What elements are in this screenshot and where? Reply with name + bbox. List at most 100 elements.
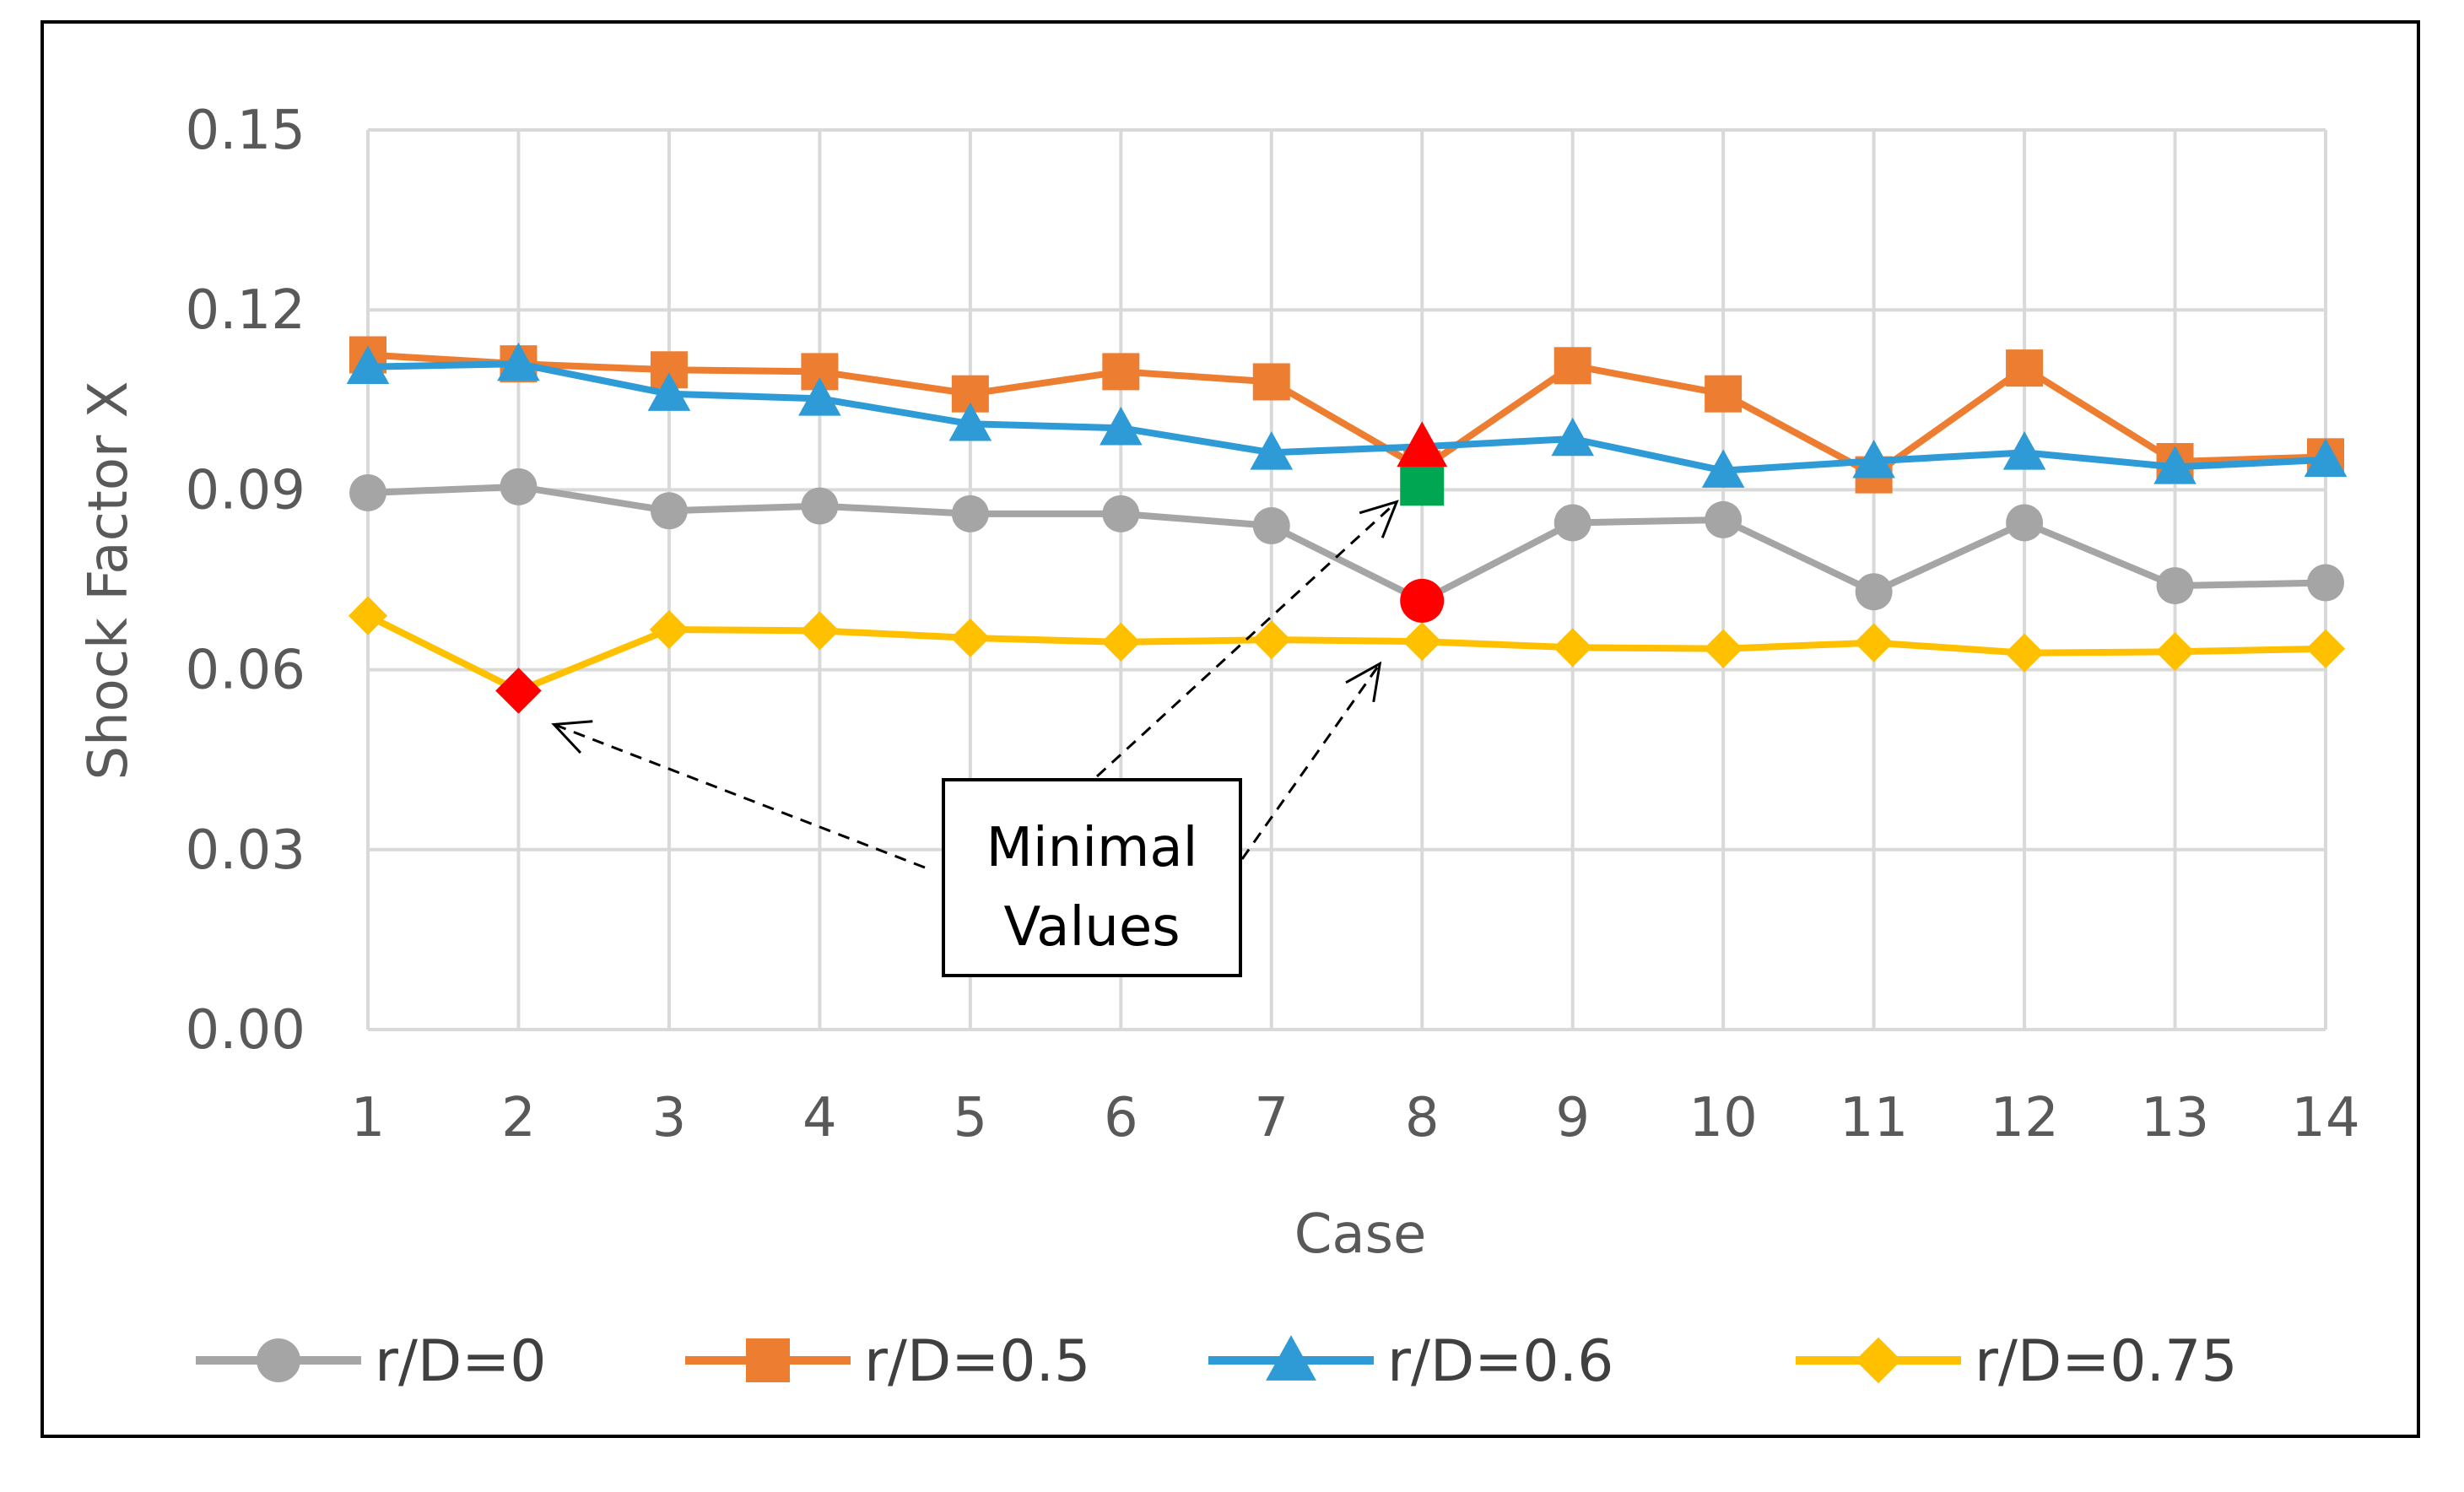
data-point [950, 618, 990, 658]
data-point [1554, 504, 1591, 542]
callout-box [942, 778, 1242, 977]
y-tick-label: 0.06 [186, 640, 306, 702]
data-point [1252, 507, 1290, 545]
series-line [367, 351, 2326, 478]
y-tick-label: 0.03 [186, 819, 306, 882]
minimal-value-marker [1400, 462, 1445, 506]
series-r/D=0.6 [346, 342, 2348, 488]
data-point [647, 372, 691, 411]
x-axis-title: Case [1294, 1203, 1427, 1266]
series-group [346, 336, 2348, 711]
data-point [348, 596, 388, 635]
x-tick-label: 7 [1254, 1087, 1289, 1149]
series-r/D=0.5 [349, 336, 2344, 494]
legend-marker [1855, 1337, 1902, 1384]
legend-marker [746, 1338, 790, 1382]
data-point [801, 487, 839, 525]
data-point [1402, 622, 1442, 662]
x-tick-label: 14 [2291, 1087, 2359, 1149]
x-tick-label: 5 [953, 1087, 987, 1149]
data-point [1102, 495, 1140, 532]
x-tick-label: 10 [1689, 1087, 1757, 1149]
x-tick-label: 2 [501, 1087, 536, 1149]
chart-frame: 0.00 0.03 0.06 0.09 0.12 0.15 1 2 3 4 5 6 7 8 9 10 11 12… [41, 20, 2420, 1438]
data-point [1705, 500, 1743, 538]
series-line [367, 483, 2326, 604]
legend-item: r/D=0.75 [1796, 1328, 2238, 1395]
data-point [2004, 633, 2045, 673]
gridlines [366, 128, 2327, 1031]
data-point [2155, 632, 2195, 672]
x-tick-label: 8 [1405, 1087, 1440, 1149]
x-tick-label: 4 [802, 1087, 837, 1149]
data-point [1852, 439, 1895, 478]
legend-label: r/D=0 [375, 1328, 546, 1395]
line-chart: 0.000.030.060.090.120.15 1 2 3 4 5 6 7 8 9 10 11 12… [78, 100, 2360, 1395]
legend-item: r/D=0.5 [685, 1328, 1090, 1395]
series-r/D=0 [349, 468, 2344, 619]
legend-label: r/D=0.6 [1387, 1328, 1613, 1395]
data-point [948, 402, 992, 441]
y-tick-label: 0.09 [186, 459, 306, 522]
data-point [1252, 363, 1290, 401]
minimal-value-marker [495, 668, 542, 714]
data-point [2006, 349, 2044, 387]
data-point [2156, 567, 2194, 605]
data-point [2307, 564, 2344, 602]
series-line [366, 613, 2326, 695]
minimal-value-markers [495, 421, 1448, 714]
y-axis-ticks: 0.00 0.03 0.06 0.09 0.12 0.15 [186, 100, 306, 1062]
data-point [1250, 431, 1294, 470]
callout-arrow [1095, 500, 1399, 778]
data-point [1855, 573, 1893, 611]
data-point [1102, 353, 1140, 391]
data-point [1100, 406, 1143, 446]
data-point [2153, 446, 2197, 484]
legend-marker [1266, 1335, 1316, 1381]
legend-marker [257, 1338, 300, 1382]
legend-item: r/D=0.6 [1208, 1328, 1613, 1395]
callout-arrow [551, 720, 926, 869]
callout-arrow [1240, 661, 1382, 860]
data-point [951, 495, 989, 532]
data-point [1854, 623, 1894, 662]
data-point [650, 492, 688, 530]
x-tick-label: 13 [2141, 1087, 2209, 1149]
data-point [1251, 619, 1291, 660]
minimal-value-marker [1397, 421, 1448, 468]
callout-line-1: Minimal [986, 817, 1198, 879]
data-point [1553, 628, 1592, 668]
legend-item: r/D=0 [196, 1328, 546, 1395]
minimal-values-callout: Minimal Values [551, 500, 1399, 977]
x-tick-label: 3 [652, 1087, 687, 1149]
data-point [1101, 622, 1141, 662]
legend: r/D=0 r/D=0.5 r/D=0.6 r/D=0.75 [196, 1328, 2238, 1395]
legend-label: r/D=0.5 [864, 1328, 1090, 1395]
data-point [497, 342, 540, 381]
x-tick-label: 1 [351, 1087, 386, 1149]
data-point [500, 468, 538, 505]
data-point [346, 345, 390, 384]
data-point [1554, 347, 1591, 385]
data-point [1701, 449, 1745, 488]
data-point [649, 609, 689, 650]
y-axis-title: Shock Factor X [78, 381, 140, 780]
data-point [1704, 629, 1743, 668]
callout-line-2: Values [1003, 896, 1180, 959]
data-point [2305, 629, 2346, 668]
x-tick-label: 12 [1990, 1087, 2058, 1149]
y-tick-label: 0.12 [186, 279, 306, 342]
x-tick-label: 6 [1104, 1087, 1138, 1149]
data-point [800, 611, 840, 651]
x-tick-label: 9 [1555, 1087, 1590, 1149]
data-point [798, 377, 841, 416]
data-point [2006, 504, 2044, 542]
data-point [2304, 438, 2348, 478]
legend-label: r/D=0.75 [1975, 1328, 2238, 1395]
data-point [1705, 375, 1743, 413]
y-tick-label: 0.15 [186, 100, 306, 162]
series-line [367, 360, 2326, 474]
data-point [349, 473, 386, 511]
x-tick-label: 11 [1840, 1087, 1908, 1149]
data-point [2002, 431, 2046, 470]
